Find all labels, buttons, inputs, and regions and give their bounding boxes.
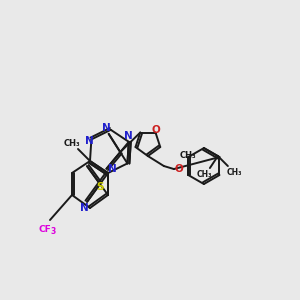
Text: N: N	[124, 131, 133, 141]
Text: S: S	[96, 182, 104, 192]
Text: CF: CF	[39, 226, 51, 235]
Text: CH₃: CH₃	[196, 169, 212, 178]
Text: CH₃: CH₃	[64, 139, 80, 148]
Text: N: N	[102, 123, 111, 133]
Text: N: N	[80, 203, 88, 213]
Text: CH₃: CH₃	[226, 167, 242, 176]
Text: N: N	[85, 136, 94, 146]
Text: 3: 3	[50, 227, 56, 236]
Text: N: N	[108, 164, 117, 174]
Text: O: O	[151, 124, 160, 134]
Text: CH₃: CH₃	[180, 151, 196, 160]
Text: O: O	[175, 164, 183, 174]
